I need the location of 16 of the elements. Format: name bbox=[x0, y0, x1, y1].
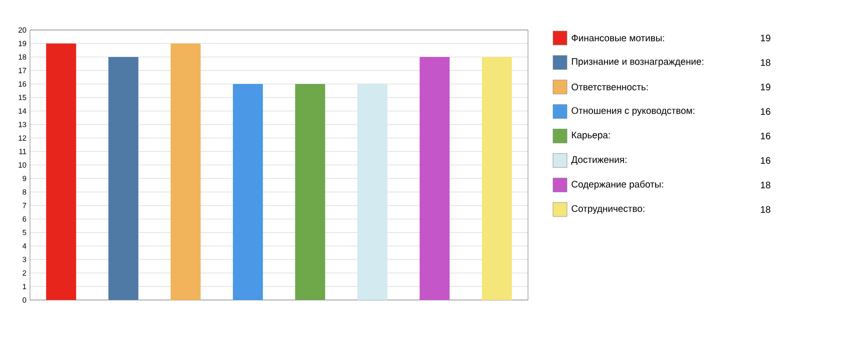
text: 19 bbox=[760, 84, 770, 90]
legend-label: Финансовые мотивы: bbox=[572, 34, 664, 42]
text: 16 bbox=[760, 108, 770, 115]
legend-label: Сотрудничество: bbox=[572, 205, 644, 214]
legend-label: Достижения: bbox=[571, 156, 626, 165]
legend-label: Карьера: bbox=[572, 132, 610, 140]
legend-label: Содержание работы: bbox=[572, 180, 664, 190]
text: 18 bbox=[760, 59, 770, 66]
text: 16 bbox=[760, 132, 770, 140]
text: 18 bbox=[760, 182, 770, 188]
text: 16 bbox=[760, 157, 770, 164]
legend-label: Признание и вознаграждение: bbox=[572, 58, 704, 67]
text: 18 bbox=[760, 206, 770, 213]
text: 19 bbox=[760, 34, 770, 42]
legend-label: Ответственность: bbox=[572, 84, 648, 90]
legend-label: Отношения с руководством: bbox=[572, 107, 694, 116]
